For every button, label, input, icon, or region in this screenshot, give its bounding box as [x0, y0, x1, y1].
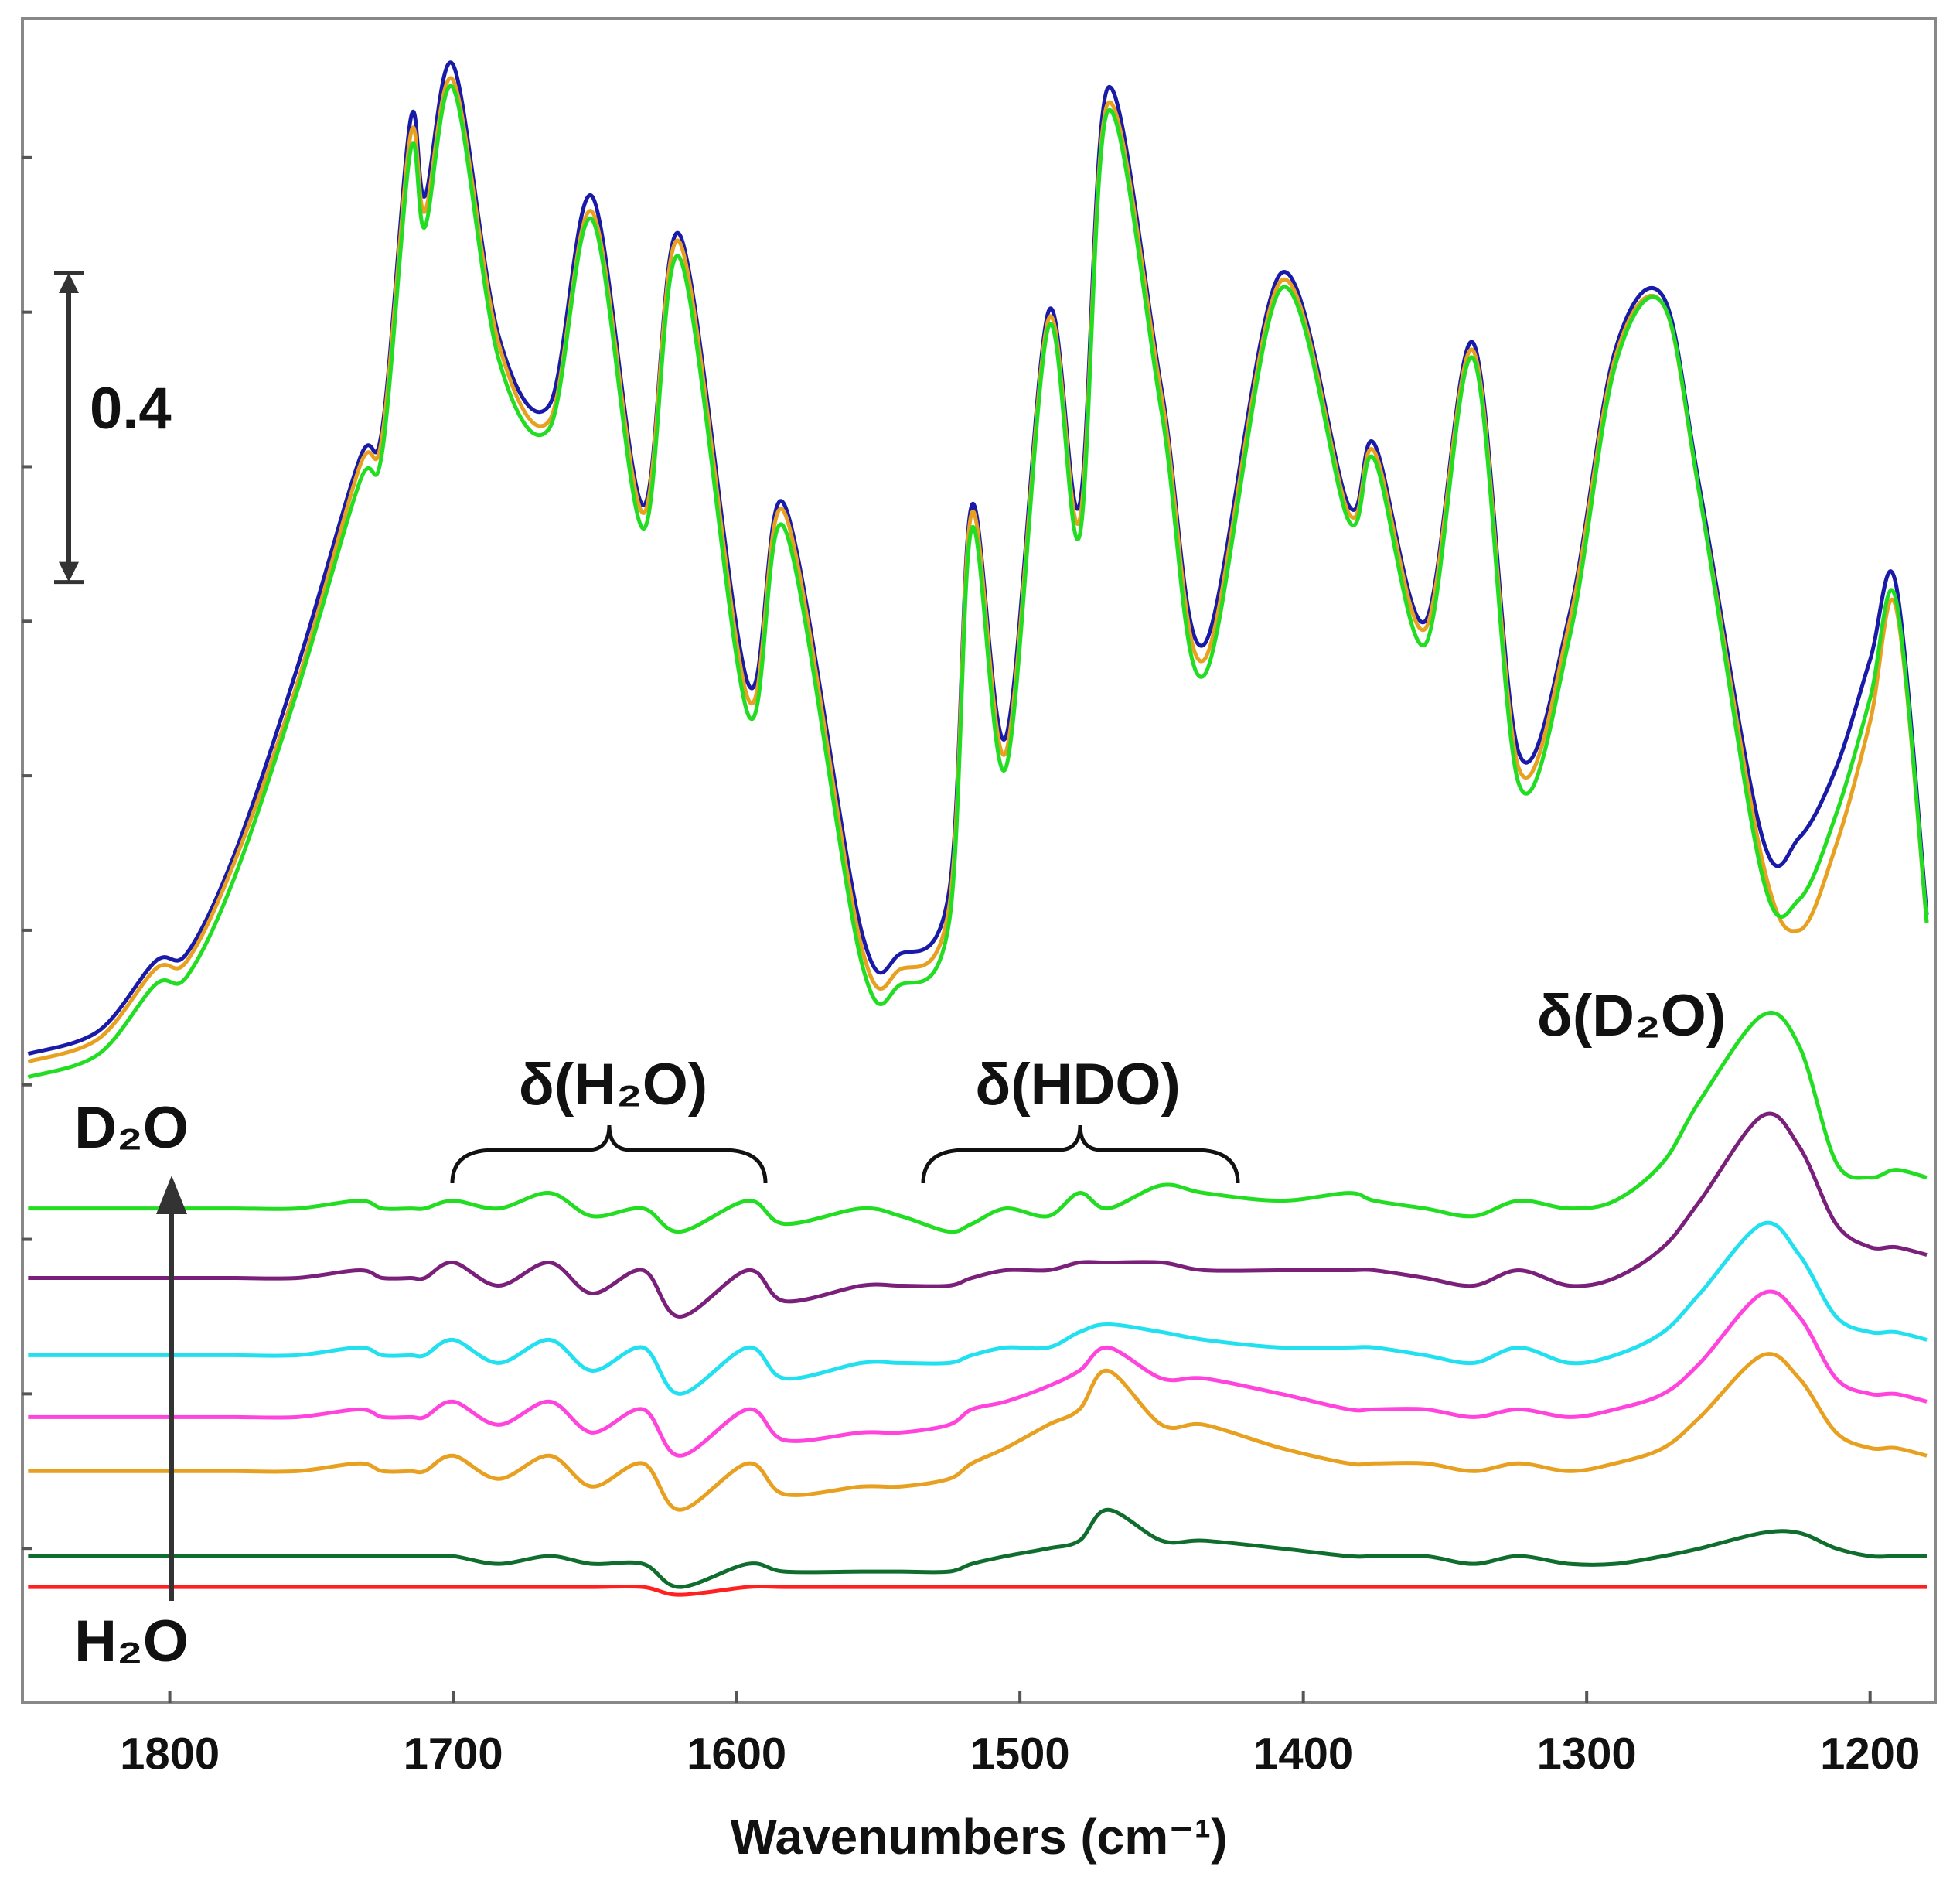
- scale-bar: [54, 271, 84, 585]
- x-tick-label: 1700: [404, 1728, 503, 1779]
- scale-bar-label: 0.4: [90, 376, 172, 442]
- scale-bar-cap: [59, 273, 79, 293]
- scale-bar-cap: [59, 561, 79, 582]
- x-tick-label: 1300: [1537, 1728, 1637, 1779]
- spectrum-line: [28, 1010, 1928, 1234]
- spectrum-line: [28, 1507, 1927, 1589]
- brace: [450, 1124, 768, 1184]
- annotation: δ(HDO): [975, 1052, 1181, 1118]
- x-tick-label: 1200: [1820, 1728, 1920, 1779]
- arrow-head: [156, 1176, 187, 1214]
- spectrum-line: [27, 84, 1929, 1080]
- annotation: δ(H₂O): [519, 1052, 707, 1118]
- x-tick-label: 1500: [970, 1728, 1070, 1779]
- annotation: D₂O: [74, 1095, 189, 1161]
- annotation: H₂O: [74, 1609, 189, 1674]
- spectrum-line: [28, 1220, 1928, 1396]
- x-tick-label: 1600: [687, 1728, 786, 1779]
- brace: [921, 1124, 1240, 1184]
- plot-area: [27, 60, 1929, 1597]
- plot-frame: [21, 17, 1937, 1704]
- x-axis-label: Wavenumbers (cm⁻¹): [730, 1809, 1227, 1865]
- spectrum-line: [27, 76, 1929, 1064]
- spectrum-line: [28, 1584, 1927, 1597]
- spectrum-line: [28, 1289, 1928, 1458]
- annotation: δ(D₂O): [1537, 983, 1726, 1049]
- spectrum-line: [28, 1352, 1928, 1512]
- x-tick-label: 1800: [120, 1728, 220, 1779]
- spectrum-line: [28, 1111, 1928, 1319]
- x-tick-label: 1400: [1253, 1728, 1353, 1779]
